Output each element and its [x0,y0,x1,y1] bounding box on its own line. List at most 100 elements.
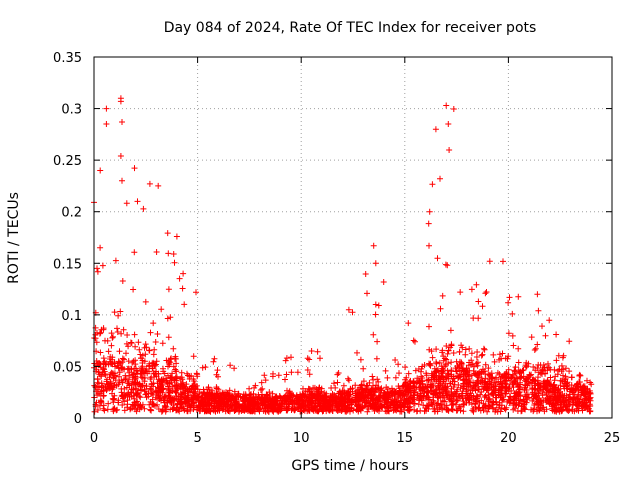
data-point [206,408,213,415]
data-point [164,230,171,237]
y-tick-label: 0.35 [53,51,82,66]
data-point [450,375,457,382]
data-point [532,378,539,384]
data-point [469,407,476,414]
data-point [104,381,110,388]
data-point [402,364,409,371]
data-point [530,364,537,370]
data-point [214,393,221,400]
data-point [398,397,405,404]
data-point [539,323,545,330]
data-point [103,121,110,127]
data-point [120,326,127,333]
data-point [575,407,582,414]
data-point [193,394,200,401]
data-point [123,200,130,207]
data-point [437,402,444,409]
data-point [375,393,382,400]
data-point [546,397,553,404]
data-point [258,379,265,386]
data-point [187,404,193,411]
data-point [163,357,170,364]
data-point [170,251,177,257]
data-point [389,399,396,406]
data-point [561,379,568,385]
data-point [119,402,126,408]
data-point [402,380,409,386]
data-point [172,389,179,395]
data-point [334,379,341,386]
data-point [465,390,471,397]
chart-title: Day 084 of 2024, Rate Of TEC Index for r… [164,20,537,36]
data-point [454,397,461,404]
data-point [139,401,146,408]
data-point [453,358,460,365]
data-point [108,330,115,337]
data-point [132,380,139,387]
data-point [115,358,122,365]
data-point [153,249,160,255]
data-point [126,372,133,379]
data-point [119,278,126,284]
data-point [566,338,573,345]
data-point [234,405,241,412]
data-point [479,351,486,358]
data-point [419,375,426,381]
data-point [131,249,138,256]
data-point [405,370,412,377]
data-point [560,366,567,373]
data-point [443,102,450,109]
data-point [422,385,428,391]
data-point [439,347,446,354]
data-point [505,299,512,306]
data-point [259,385,266,392]
data-point [400,383,407,390]
data-point [482,361,489,368]
data-point [577,396,583,403]
data-point [484,408,491,415]
data-point [583,402,590,409]
data-point [520,403,527,410]
data-point [164,399,171,406]
data-point [286,401,293,407]
data-point [364,408,371,415]
data-point [555,386,562,393]
data-point [481,394,488,400]
data-point [427,381,434,388]
data-point [520,373,527,380]
data-point [115,397,122,404]
x-tick-label: 25 [604,431,621,446]
data-point [136,346,143,353]
data-point [105,400,112,407]
data-point [566,368,573,375]
data-point [142,341,149,348]
data-point [430,397,437,404]
data-point [300,407,307,413]
data-point [314,396,321,403]
data-point [213,384,220,391]
data-point [426,242,432,249]
data-point [482,402,489,409]
data-point [545,389,552,396]
data-point [503,373,510,380]
data-point [437,305,444,312]
data-point [262,377,269,384]
data-point [349,309,356,316]
data-point [486,258,493,265]
data-point [249,399,256,406]
data-point [586,403,593,410]
data-point [444,367,451,374]
y-tick-label: 0.05 [53,360,82,375]
y-tick-label: 0.2 [61,206,82,221]
data-point [516,369,523,376]
data-point [511,390,518,397]
data-point [478,397,485,404]
data-point [412,338,418,345]
data-point [306,356,313,363]
data-point [97,371,104,378]
data-point [464,369,471,376]
data-point [429,181,436,188]
data-point [587,379,594,386]
data-point [345,398,351,405]
